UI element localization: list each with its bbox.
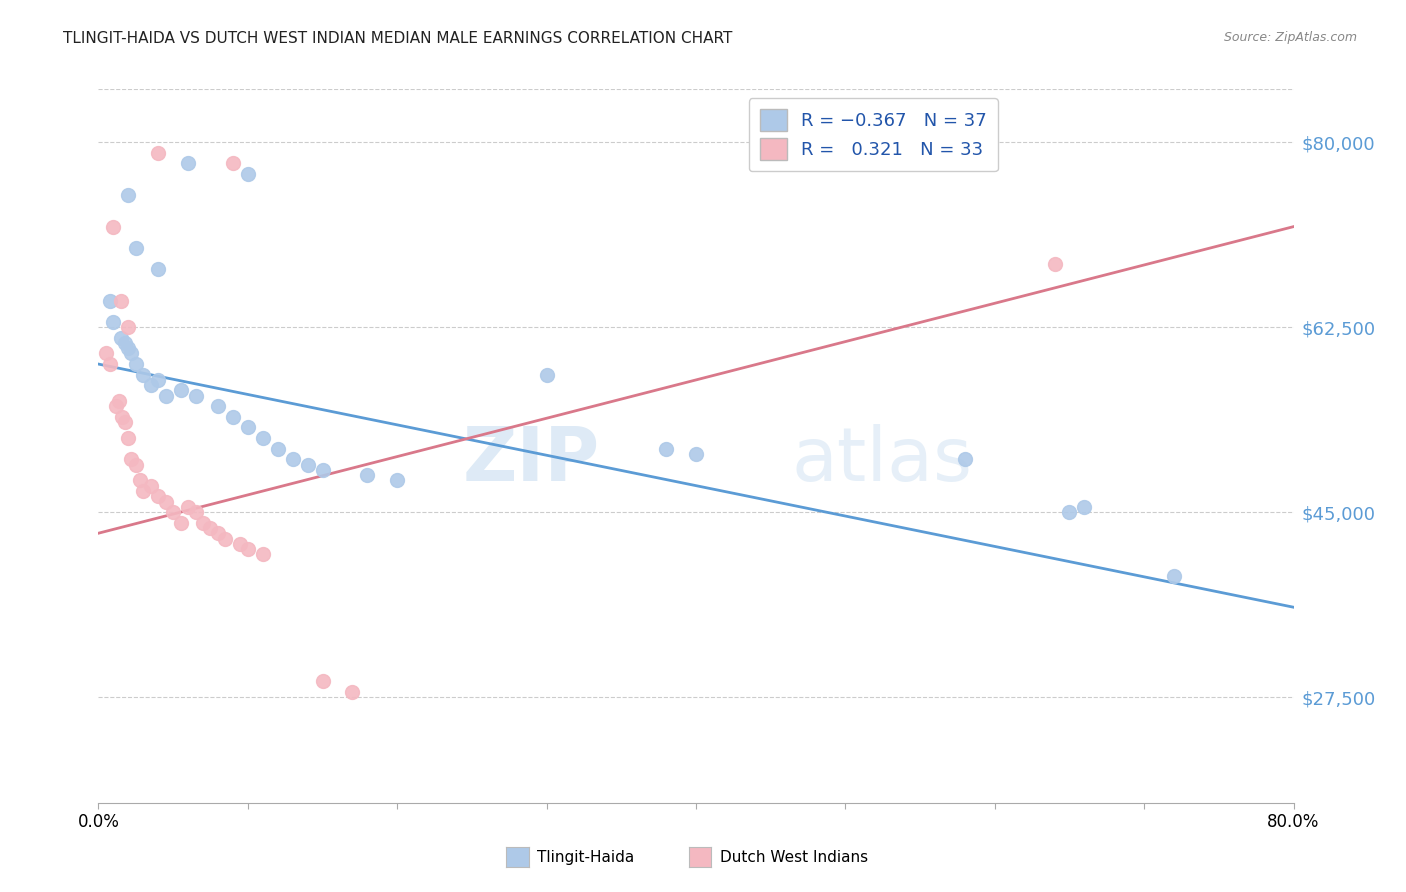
Point bbox=[184, 505, 207, 519]
Point bbox=[117, 188, 139, 202]
Point bbox=[1043, 257, 1066, 271]
Point bbox=[207, 400, 229, 414]
Point bbox=[236, 420, 259, 434]
Point bbox=[685, 447, 707, 461]
Point bbox=[342, 685, 364, 699]
Point bbox=[132, 483, 155, 498]
Point bbox=[110, 293, 132, 308]
Point bbox=[120, 346, 142, 360]
Point bbox=[108, 394, 131, 409]
Point bbox=[1073, 500, 1095, 514]
Point bbox=[281, 452, 304, 467]
Point bbox=[139, 378, 162, 392]
Point bbox=[155, 389, 177, 403]
Point bbox=[110, 331, 132, 345]
Point bbox=[103, 219, 125, 234]
Point bbox=[236, 167, 259, 181]
Point bbox=[117, 320, 139, 334]
Point bbox=[148, 145, 170, 160]
Point bbox=[297, 458, 319, 472]
Text: Source: ZipAtlas.com: Source: ZipAtlas.com bbox=[1223, 31, 1357, 45]
Point bbox=[236, 542, 259, 557]
Point bbox=[148, 261, 170, 276]
Text: ZIP: ZIP bbox=[463, 424, 600, 497]
Point bbox=[177, 156, 200, 170]
Point bbox=[162, 505, 184, 519]
Point bbox=[169, 516, 191, 530]
Text: Dutch West Indians: Dutch West Indians bbox=[720, 850, 868, 864]
Legend: R = −0.367   N = 37, R =   0.321   N = 33: R = −0.367 N = 37, R = 0.321 N = 33 bbox=[749, 98, 998, 171]
Point bbox=[184, 389, 207, 403]
Point bbox=[1386, 738, 1406, 752]
Point bbox=[1059, 505, 1081, 519]
Point bbox=[311, 463, 333, 477]
Point bbox=[311, 674, 333, 689]
Point bbox=[155, 494, 177, 508]
Point bbox=[655, 442, 678, 456]
Point bbox=[114, 415, 136, 429]
Point bbox=[94, 346, 117, 360]
Point bbox=[139, 478, 162, 492]
Point bbox=[191, 516, 214, 530]
Point bbox=[98, 357, 122, 371]
Text: atlas: atlas bbox=[792, 424, 973, 497]
Point bbox=[103, 315, 125, 329]
Text: TLINGIT-HAIDA VS DUTCH WEST INDIAN MEDIAN MALE EARNINGS CORRELATION CHART: TLINGIT-HAIDA VS DUTCH WEST INDIAN MEDIA… bbox=[63, 31, 733, 46]
Point bbox=[148, 489, 170, 503]
Point bbox=[148, 373, 170, 387]
Point bbox=[105, 400, 128, 414]
Point bbox=[207, 526, 229, 541]
Point bbox=[129, 474, 152, 488]
Point bbox=[177, 500, 200, 514]
Point bbox=[953, 452, 976, 467]
Text: Tlingit-Haida: Tlingit-Haida bbox=[537, 850, 634, 864]
Point bbox=[98, 293, 122, 308]
Point bbox=[385, 474, 409, 488]
Point bbox=[229, 537, 252, 551]
Point bbox=[356, 468, 378, 483]
Point bbox=[111, 409, 134, 424]
Point bbox=[114, 335, 136, 350]
Point bbox=[169, 384, 191, 398]
Point bbox=[125, 241, 148, 255]
Point bbox=[267, 442, 290, 456]
Point bbox=[252, 431, 274, 445]
Point bbox=[120, 452, 142, 467]
Point bbox=[1343, 674, 1365, 689]
Point bbox=[222, 156, 245, 170]
Point bbox=[222, 409, 245, 424]
Point bbox=[536, 368, 558, 382]
Point bbox=[200, 521, 222, 535]
Point bbox=[117, 431, 139, 445]
Point bbox=[132, 368, 155, 382]
Point bbox=[1163, 568, 1185, 582]
Point bbox=[125, 458, 148, 472]
Point bbox=[252, 547, 274, 561]
Point bbox=[125, 357, 148, 371]
Point bbox=[117, 341, 139, 355]
Point bbox=[214, 532, 236, 546]
